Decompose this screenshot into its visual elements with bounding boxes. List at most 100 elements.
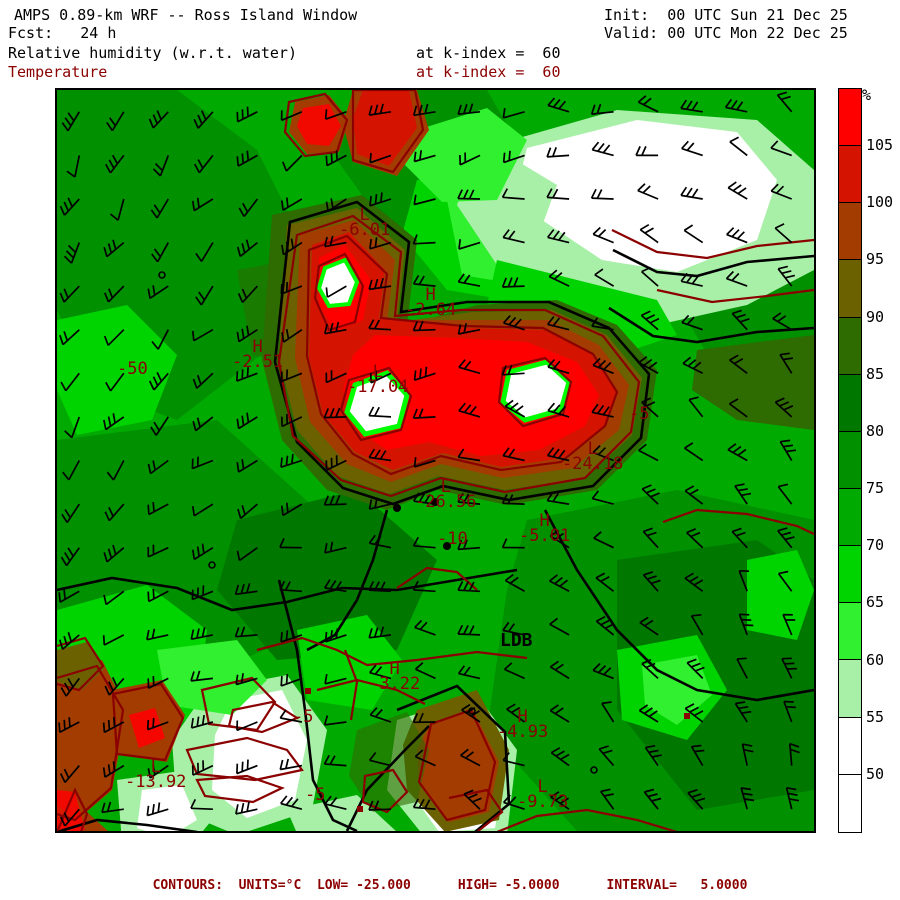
- wind-barb: [191, 456, 214, 470]
- wind-barb: [549, 617, 570, 636]
- wind-barb: [104, 503, 125, 522]
- wind-barb: [102, 717, 125, 734]
- wind-barb: [325, 150, 347, 167]
- colorbar-tick-label: 65: [866, 593, 885, 612]
- wind-barb: [547, 359, 570, 375]
- wind-barb: [643, 788, 662, 810]
- wind-barb: [788, 742, 800, 766]
- wind-barb: [598, 745, 615, 767]
- contour-label: -10: [437, 531, 468, 548]
- wind-barb: [280, 674, 303, 687]
- wind-barb: [368, 406, 392, 418]
- wind-barb: [147, 501, 169, 516]
- wind-barb: [151, 329, 170, 350]
- wind-barb: [59, 285, 80, 303]
- header: AMPS 0.89-km WRF -- Ross Island Window F…: [0, 0, 900, 84]
- wind-barb: [323, 715, 347, 726]
- wind-barb: [595, 615, 615, 636]
- extremum-marker: L: [372, 362, 383, 382]
- wind-barb: [58, 589, 80, 603]
- contour-label: -50: [117, 361, 148, 378]
- contour-value: -6.01: [339, 220, 391, 240]
- colorbar-tick-label: 105: [866, 136, 894, 155]
- wind-barb: [191, 503, 214, 517]
- wind-barb: [546, 447, 570, 462]
- wind-barb: [549, 660, 570, 680]
- wind-barb: [684, 442, 704, 462]
- field-label-temp: Temperature: [8, 63, 108, 81]
- wind-barb: [684, 485, 704, 505]
- wind-barb: [783, 700, 796, 723]
- wind-barb: [279, 758, 303, 771]
- wind-barb: [236, 239, 258, 258]
- wind-barb: [324, 795, 347, 811]
- wind-barb: [506, 703, 526, 723]
- wind-barb: [635, 146, 659, 157]
- contour-info-footer: CONTOURS: UNITS=°C LOW= -25.000 HIGH= -5…: [152, 878, 748, 893]
- wind-barb: [413, 194, 436, 206]
- wind-barb: [280, 502, 303, 517]
- wind-barb: [61, 111, 81, 132]
- contour-value: -9.73: [517, 792, 569, 812]
- wind-barb: [502, 794, 525, 811]
- wind-barb: [728, 398, 748, 418]
- wind-barb: [683, 224, 704, 244]
- wind-barb: [103, 239, 125, 258]
- contour-value: -26.56: [415, 492, 477, 512]
- wind-barb: [593, 531, 614, 549]
- wind-barb: [279, 538, 302, 549]
- wind-barb: [690, 613, 704, 636]
- wind-barb: [741, 743, 754, 766]
- wind-barb: [281, 238, 303, 256]
- wind-barb: [547, 402, 570, 418]
- station-label: LDB: [500, 630, 533, 651]
- wind-barb: [146, 802, 169, 817]
- map-panel[interactable]: L -6.01 H -2.64 H -2.51 L -17.04 L -26.56 L -24.18 H…: [55, 88, 816, 833]
- wind-barb: [638, 356, 659, 375]
- wind-barb: [237, 285, 259, 303]
- colorbar[interactable]: [838, 88, 862, 833]
- wind-barb: [641, 266, 659, 287]
- colorbar-tick-label: 80: [866, 421, 885, 440]
- wind-barb: [501, 364, 525, 376]
- forecast-hour: Fcst: 24 h: [8, 24, 117, 42]
- wind-barb: [457, 448, 481, 462]
- wind-barb: [547, 316, 570, 331]
- wind-barb: [369, 152, 392, 164]
- wind-barb: [459, 152, 481, 166]
- wind-barb: [148, 110, 169, 129]
- wind-barb: [414, 749, 436, 767]
- wind-barb: [592, 662, 614, 680]
- wind-barb: [600, 788, 615, 810]
- wind-barb: [644, 744, 662, 767]
- contour-label: H -2.64: [405, 287, 457, 320]
- wind-barb: [782, 613, 796, 636]
- wind-barb: [279, 709, 303, 723]
- wind-barb: [324, 109, 347, 121]
- wind-barb: [502, 752, 525, 767]
- contour-label: -5: [629, 406, 649, 423]
- extremum-marker: H: [389, 659, 400, 679]
- wind-barb: [190, 627, 214, 641]
- wind-barb: [148, 372, 169, 391]
- contour-value: -3.22: [369, 674, 421, 694]
- wind-barb: [147, 459, 169, 475]
- wind-barb: [64, 416, 81, 439]
- wind-barb: [368, 626, 392, 639]
- wind-barb: [458, 359, 481, 375]
- wind-barb: [595, 572, 615, 592]
- wind-barb: [641, 484, 660, 505]
- wind-barb: [546, 491, 570, 505]
- wind-barb: [592, 444, 614, 462]
- wind-barb: [460, 748, 481, 767]
- contour-value: -2.64: [405, 300, 457, 320]
- colorbar-band: [839, 374, 861, 432]
- wind-barb: [592, 357, 614, 375]
- rh-k-index: at k-index = 60: [416, 44, 561, 62]
- wind-barb: [591, 403, 614, 418]
- wind-barb: [774, 223, 793, 244]
- contour-label: -5: [305, 787, 325, 804]
- colorbar-tick-label: 70: [866, 536, 885, 555]
- wind-barb: [457, 273, 481, 287]
- wind-barb: [725, 270, 748, 287]
